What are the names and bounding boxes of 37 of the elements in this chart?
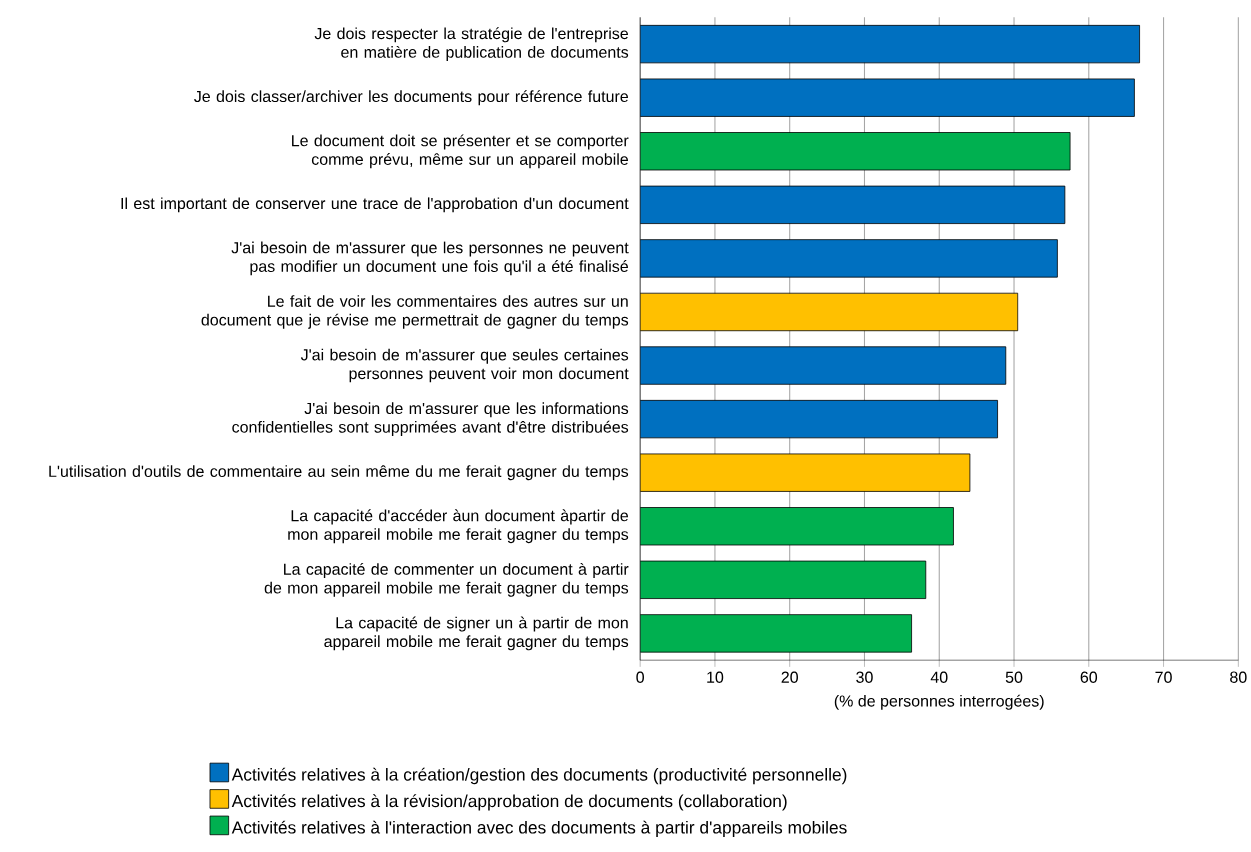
bar bbox=[640, 185, 1066, 224]
y-tick-label: Le document doit se présenter et se comporter comme prévu, même sur un appareil mobile bbox=[292, 134, 629, 169]
x-axis-title: (% de personnes interrogées) bbox=[834, 694, 1044, 710]
bar bbox=[640, 399, 998, 439]
bar bbox=[640, 346, 1007, 385]
x-tick-label: 10 bbox=[707, 671, 724, 683]
y-tick-label: J'ai besoin de m'assurer que les informations confidentielles sont supprimées avant d'être distribuées bbox=[232, 402, 629, 436]
legend-label: Activités relatives à la révision/approbation de documents (collaboration) bbox=[231, 794, 787, 811]
y-tick-label: Je dois respecter la stratégie de l'entreprise en matière de publication de documents bbox=[314, 27, 629, 61]
y-tick-label: La capacité de signer un à partir de mon appareil mobile me ferait gagner du temps bbox=[324, 616, 629, 651]
x-tick-label: 0 bbox=[636, 671, 644, 683]
y-tick-label: Il est important de conserver une trace de l'approbation d'un document bbox=[121, 197, 629, 213]
x-tick-label: 50 bbox=[1005, 671, 1023, 683]
y-tick-label: Je dois classer/archiver les documents pour référence future bbox=[194, 90, 628, 106]
y-tick-label: L'utilisation d'outils de commentaire au sein même du me ferait gagner du temps bbox=[49, 465, 629, 481]
bar bbox=[640, 506, 954, 546]
x-tick-label: 70 bbox=[1155, 671, 1172, 683]
x-tick-label: 60 bbox=[1080, 671, 1098, 683]
bar bbox=[640, 292, 1019, 332]
legend-label: Activités relatives à l'interaction avec des documents à partir d'appareils mobiles bbox=[231, 820, 847, 837]
x-tick-label: 20 bbox=[781, 671, 798, 683]
bar bbox=[640, 453, 971, 492]
y-tick-label: La capacité d'accéder àun document àpartir de mon appareil mobile me ferait gagner du temps bbox=[288, 509, 629, 544]
bar bbox=[640, 132, 1071, 171]
bar bbox=[640, 560, 927, 599]
y-tick-label: Le fait de voir les commentaires des autres sur un document que je révise me permettrait de gagner du temps bbox=[201, 295, 629, 329]
legend-label: Activités relatives à la création/gestion des documents (productivité personnelle) bbox=[231, 767, 847, 785]
bar bbox=[640, 78, 1135, 117]
x-tick-label: 80 bbox=[1230, 671, 1247, 683]
bar bbox=[640, 239, 1058, 278]
y-tick-label: J'ai besoin de m'assurer que les personnes ne peuvent pas modifier un document une fois qu'il a été finalisé bbox=[231, 241, 629, 276]
bar bbox=[640, 614, 912, 653]
y-tick-label: La capacité de commenter un document à partir de mon appareil mobile me ferait gagner du temps bbox=[264, 562, 629, 597]
x-tick-label: 30 bbox=[856, 671, 873, 683]
x-tick-label: 40 bbox=[930, 671, 948, 683]
bar bbox=[640, 24, 1141, 64]
y-tick-label: J'ai besoin de m'assurer que seules certaines personnes peuvent voir mon document bbox=[300, 348, 629, 383]
